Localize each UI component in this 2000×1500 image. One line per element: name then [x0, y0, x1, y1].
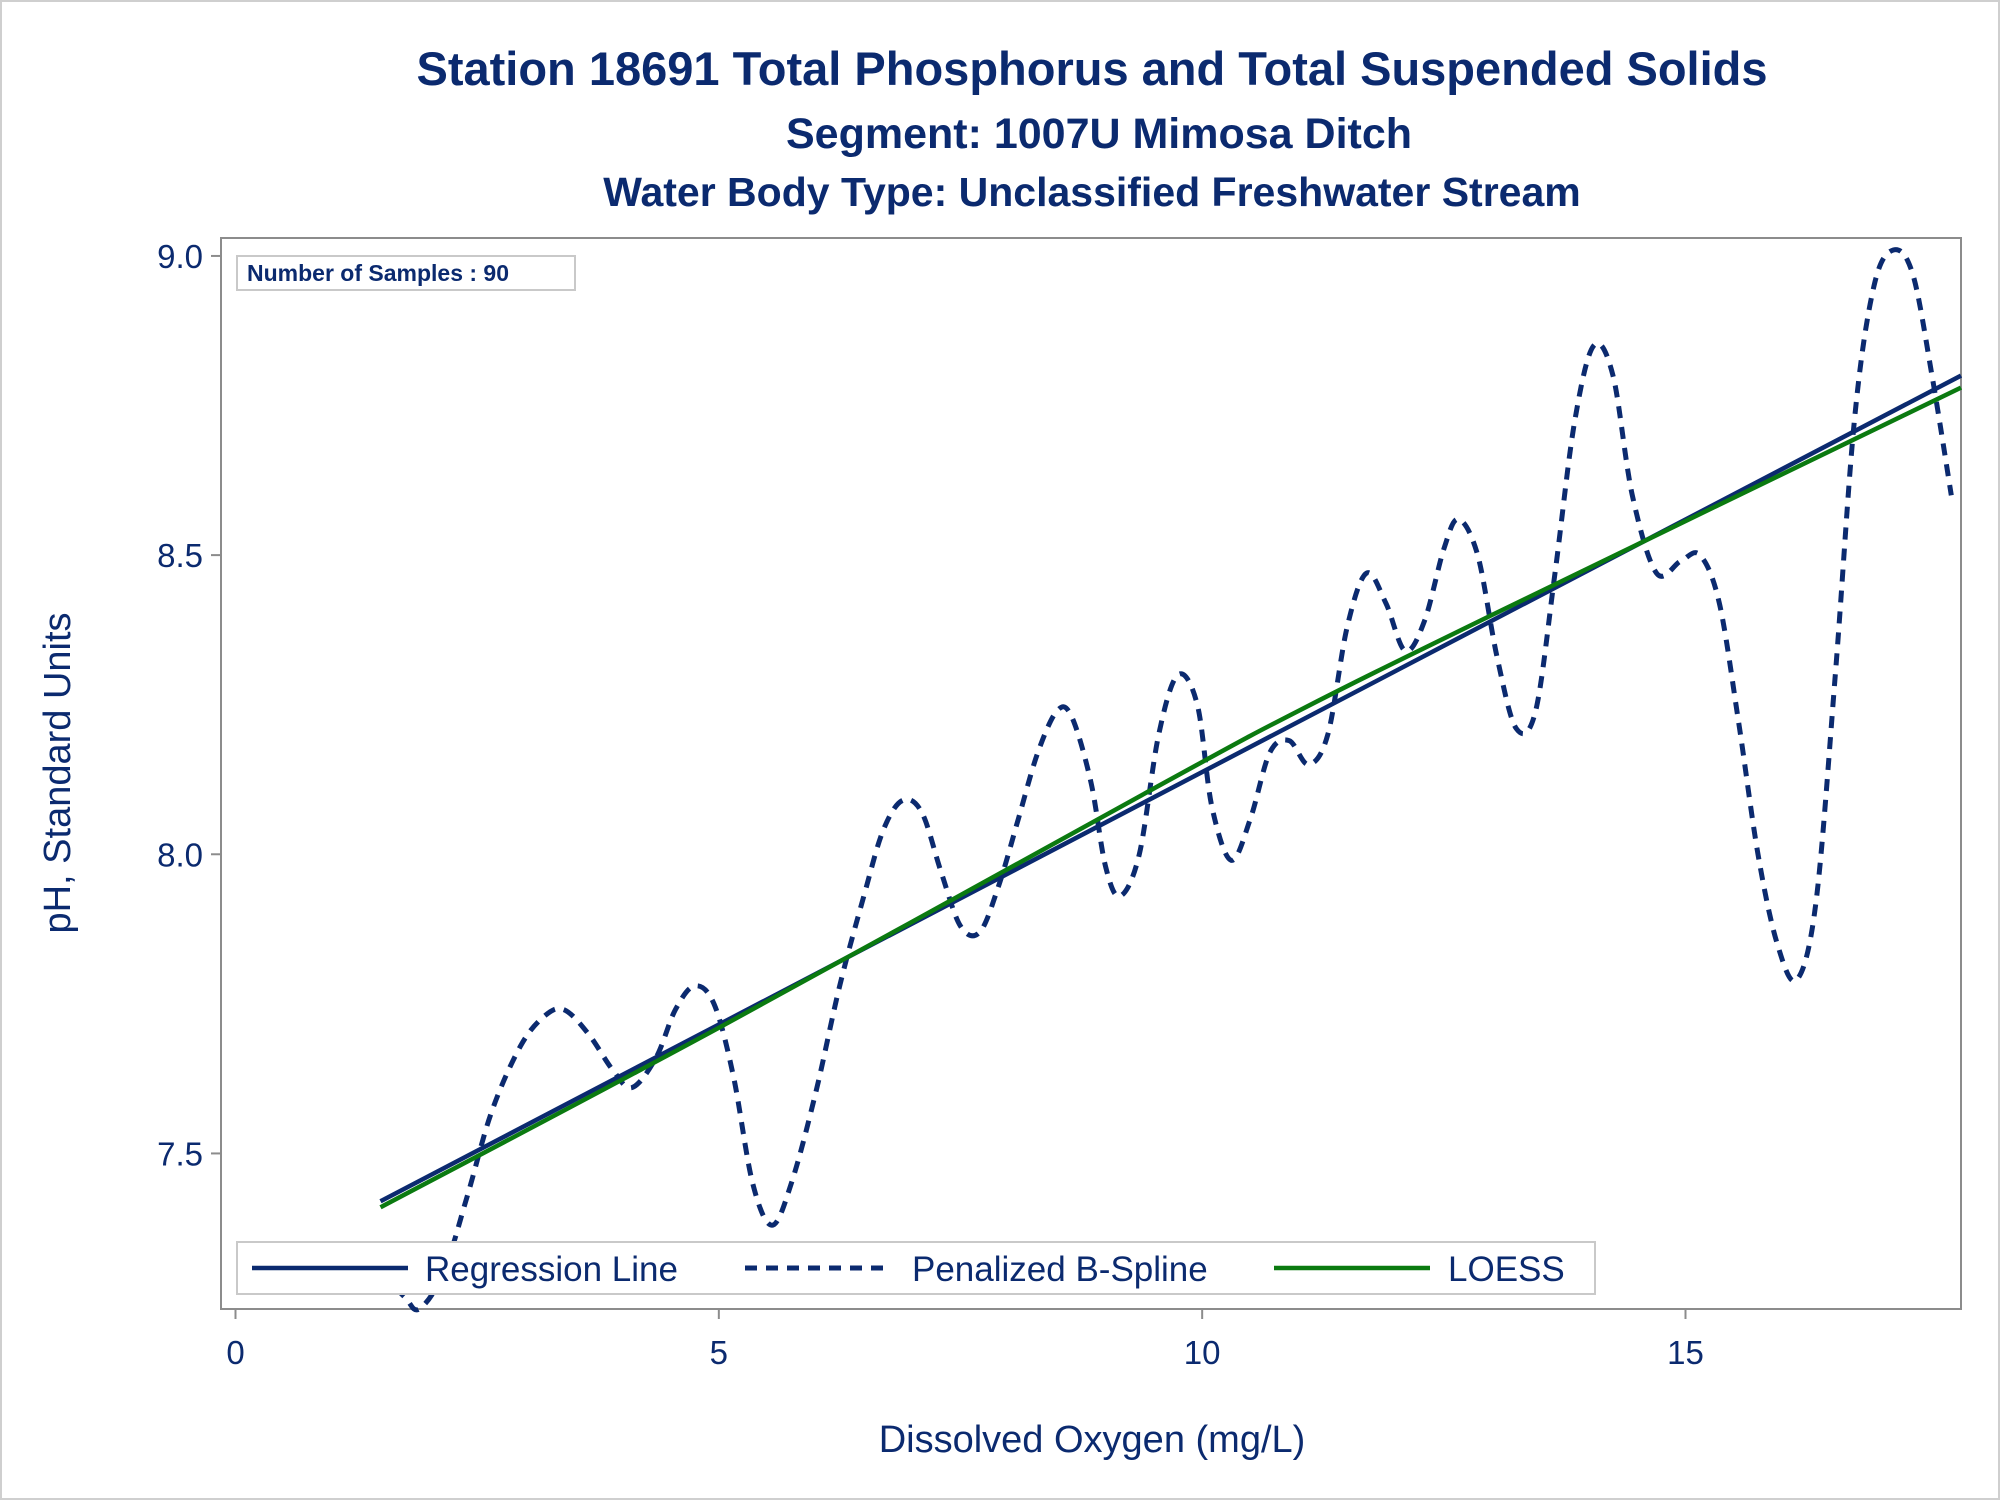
y-tick-label: 8.0: [157, 836, 203, 873]
plot-area: [220, 237, 1962, 1310]
chart-subtitle-2: Water Body Type: Unclassified Freshwater…: [603, 169, 1580, 215]
y-axis-label: pH, Standard Units: [37, 612, 79, 933]
legend-loess-label: LOESS: [1448, 1250, 1565, 1289]
legend-penalized-bspline-label: Penalized B-Spline: [912, 1250, 1208, 1289]
chart-subtitle: Segment: 1007U Mimosa Ditch: [786, 110, 1412, 158]
series-layer: [378, 247, 1963, 1313]
x-axis-label: Dissolved Oxygen (mg/L): [879, 1419, 1306, 1461]
sample-count-box: [236, 255, 576, 291]
x-tick-label: 5: [710, 1334, 728, 1371]
x-tick-label: 0: [226, 1334, 244, 1371]
y-tick-label: 8.5: [157, 537, 203, 574]
regression-line: [379, 373, 1963, 1204]
penalized-bspline-line: [378, 247, 1954, 1313]
legend-regression-line-label: Regression Line: [425, 1250, 678, 1289]
chart-title: Station 18691 Total Phosphorus and Total…: [417, 42, 1768, 95]
y-tick-label: 7.5: [157, 1135, 203, 1172]
x-tick-label: 15: [1667, 1334, 1704, 1371]
y-tick-label: 9.0: [157, 238, 203, 275]
x-tick-label: 10: [1184, 1334, 1221, 1371]
sample-count-label: Number of Samples : 90: [247, 260, 509, 286]
x-axis: 0 5 10 15: [226, 1309, 1704, 1371]
y-axis: 7.5 8.0 8.5 9.0: [157, 238, 221, 1172]
loess-line: [379, 385, 1962, 1210]
legend: Regression Line Penalized B-Spline LOESS: [252, 1250, 1565, 1289]
